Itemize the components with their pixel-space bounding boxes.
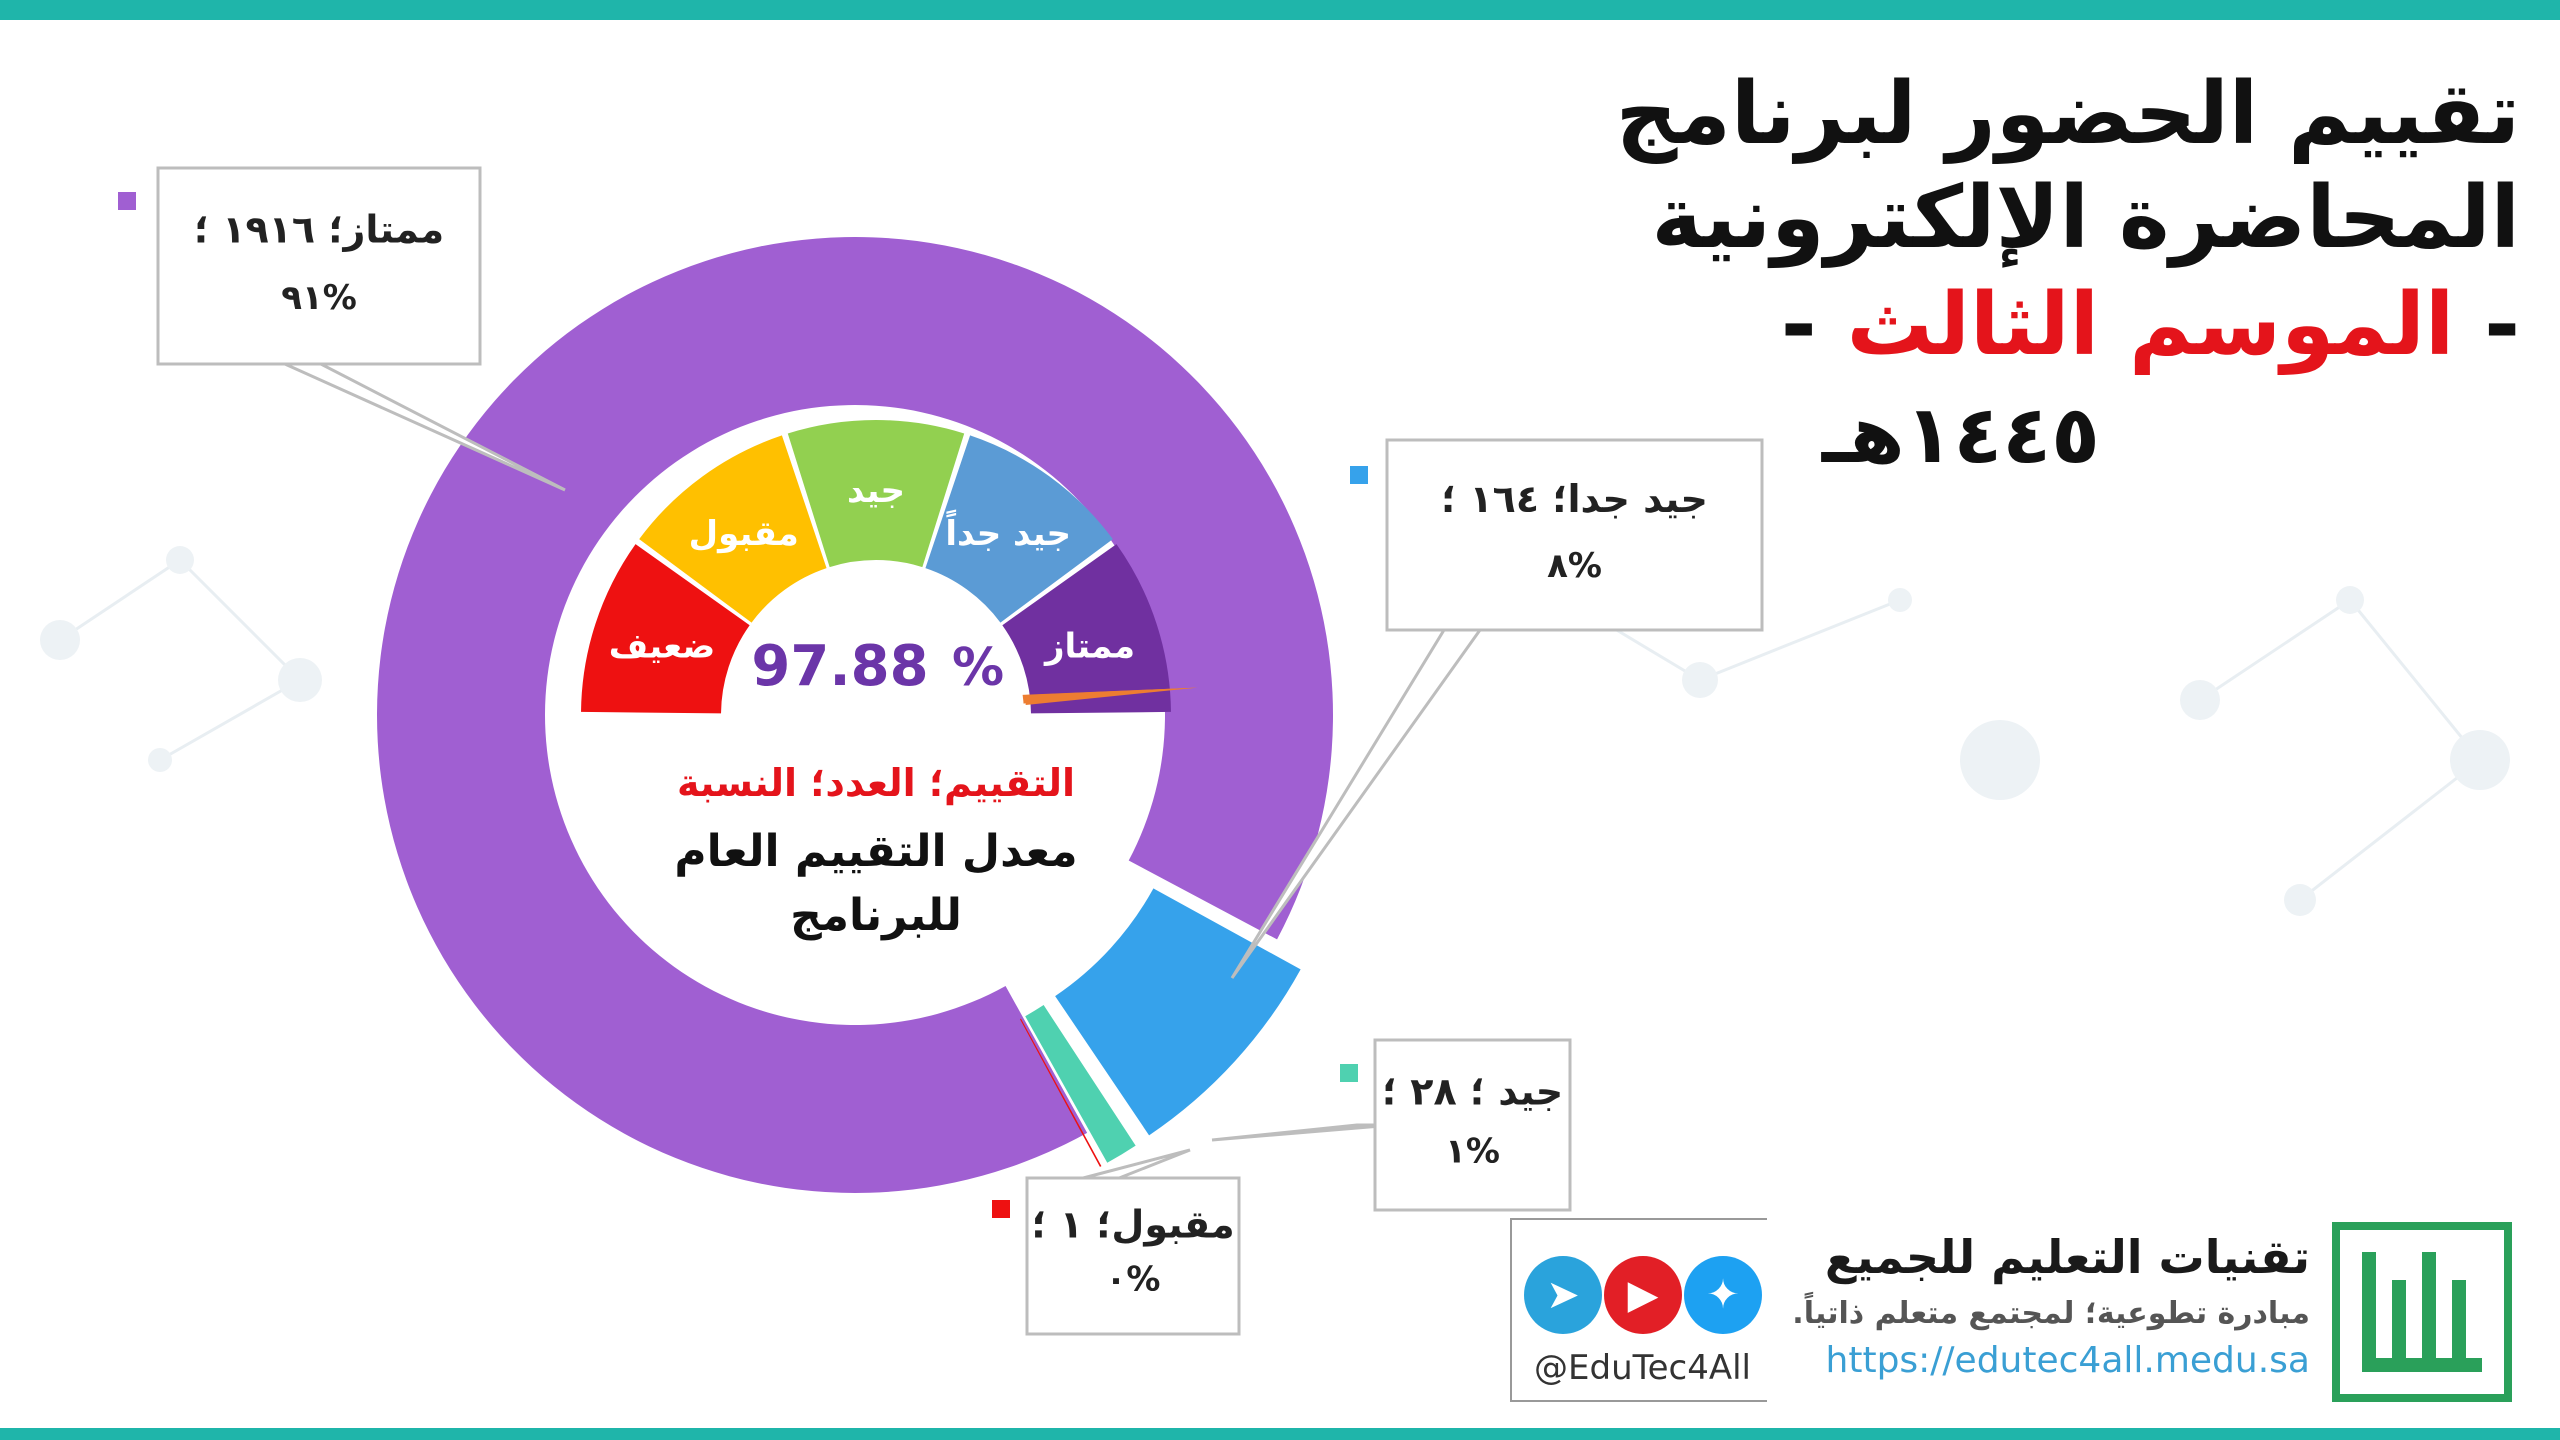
title-line-2: المحاضرة الإلكترونية <box>1651 168 2520 268</box>
gauge-segment-2 <box>787 420 965 568</box>
gauge-segment-1 <box>639 435 827 623</box>
social-links: ➤ ▶ ✦ @EduTec4All <box>1510 1218 1767 1402</box>
legend-marker-1 <box>1350 466 1368 484</box>
gauge-segment-4 <box>1002 544 1171 714</box>
title-line-1: تقييم الحضور لبرنامج <box>1615 64 2520 164</box>
donut-ring <box>377 236 1333 1194</box>
center-caption-line-2: للبرنامج <box>790 890 962 941</box>
gauge-segment-label-0: ضعيف <box>609 626 715 666</box>
gauge-segment-label-2: جيد <box>847 471 905 511</box>
gauge-segment-label-1: مقبول <box>689 514 799 554</box>
title-year: ١٤٤٥هـ <box>1821 388 2100 481</box>
callout-label-2: جيد ؛ ٢٨ ؛ <box>1382 1070 1563 1114</box>
center-caption-line-1: معدل التقييم العام <box>674 826 1077 877</box>
telegram-icon[interactable]: ➤ <box>1524 1256 1602 1334</box>
callout-percent-0: %٩١ <box>281 278 357 318</box>
title-dash-left: - <box>1780 275 1847 375</box>
title-dash-right: - <box>2454 275 2520 375</box>
gauge-value-text: 97.88 <box>751 634 928 699</box>
footer-branding: ➤ ▶ ✦ @EduTec4All تقنيات التعليم للجميع … <box>1500 1210 2540 1415</box>
callout-label-0: ممتاز؛ ١٩١٦ ؛ <box>194 207 444 251</box>
brand-tagline: مبادرة تطوعية؛ لمجتمع متعلم ذاتياً. <box>1792 1296 2310 1331</box>
gauge-segment-label-3: جيد جداً <box>945 509 1071 554</box>
gauge: ضعيف مقبول جيد جيد جداً ممتاز <box>581 420 1198 863</box>
callout-percent-3: %٠ <box>1106 1259 1161 1299</box>
brand-name: تقنيات التعليم للجميع <box>1824 1230 2310 1284</box>
callout-box-0 <box>156 166 482 366</box>
page-title: تقييم الحضور لبرنامج المحاضرة الإلكتروني… <box>1420 62 2520 490</box>
twitter-icon[interactable]: ✦ <box>1684 1256 1762 1334</box>
gauge-percent-sign: % <box>952 638 1004 698</box>
legend-marker-0 <box>118 192 136 210</box>
callout-box-2 <box>1373 1038 1572 1212</box>
callouts: ممتاز؛ ١٩١٦ ؛ %٩١ جيد جدا؛ ١٦٤ ؛ %٨ جيد ؛ ٢٨… <box>118 166 1764 1336</box>
callout-percent-1: %٨ <box>1547 546 1602 586</box>
youtube-icon[interactable]: ▶ <box>1604 1256 1682 1334</box>
gauge-segment-label-4: ممتاز <box>1043 626 1135 666</box>
brand-url-link[interactable]: https://edutec4all.medu.sa <box>1825 1340 2310 1381</box>
legend-marker-3 <box>992 1200 1010 1218</box>
gauge-segment-0 <box>581 544 750 714</box>
callout-label-3: مقبول؛ ١ ؛ <box>1031 1202 1234 1246</box>
callout-box-3 <box>1025 1176 1241 1336</box>
brand-logo <box>2332 1222 2512 1402</box>
callout-leader-2 <box>1211 1123 1394 1142</box>
donut-slice-0 <box>377 236 1333 1194</box>
gauge-segment-3 <box>925 435 1113 623</box>
title-line-3: - الموسم الثالث - <box>1420 270 2520 380</box>
gauge-hub <box>728 567 1024 863</box>
donut-slice-2 <box>1025 1005 1136 1163</box>
donut-slice-3 <box>1019 1018 1102 1167</box>
callout-box-1 <box>1385 438 1764 632</box>
legend-caption: التقييم؛ العدد؛ النسبة <box>677 761 1075 806</box>
callout-label-1: جيد جدا؛ ١٦٤ ؛ <box>1441 477 1708 521</box>
gauge-needle-tip <box>1025 687 1198 706</box>
bottom-accent-bar <box>0 1428 2560 1440</box>
callout-percent-2: %١ <box>1445 1131 1500 1171</box>
social-handle[interactable]: @EduTec4All <box>1534 1348 1751 1388</box>
top-accent-bar <box>0 0 2560 20</box>
donut-slice-1 <box>1055 888 1301 1136</box>
title-season: الموسم الثالث <box>1846 275 2455 375</box>
legend-marker-2 <box>1340 1064 1358 1082</box>
